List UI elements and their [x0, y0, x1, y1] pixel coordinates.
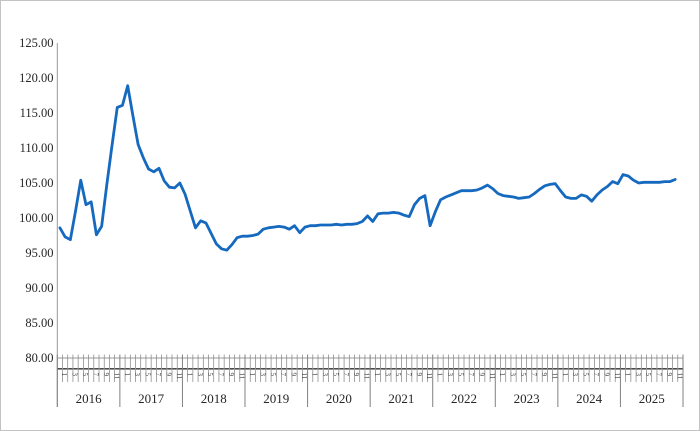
- month-tick-label: 3: [446, 373, 454, 377]
- month-tick-label: 7: [592, 373, 600, 377]
- month-tick-label: 1: [436, 373, 444, 377]
- year-label: 2024: [576, 391, 603, 406]
- month-tick-label: 1: [373, 373, 381, 377]
- month-tick-label: 3: [196, 373, 204, 377]
- year-label: 2021: [388, 391, 414, 406]
- month-tick-label: 9: [290, 373, 298, 377]
- year-labels: 2016 2017 2018 2019 2020 2021 2022 2023 2024 2025: [76, 391, 665, 406]
- data-line-series: [58, 84, 677, 252]
- month-tick-label: 1: [498, 373, 506, 377]
- month-tick-label: 9: [164, 373, 172, 377]
- month-tick-label: 11: [300, 373, 308, 380]
- month-tick-label: 5: [644, 373, 652, 377]
- month-tick-label: 7: [655, 373, 663, 377]
- month-tick-label: 7: [217, 373, 225, 377]
- month-tick-label: 5: [394, 373, 402, 377]
- month-tick-label: 3: [258, 373, 266, 377]
- month-tick-label: 9: [227, 373, 235, 377]
- month-tick-label: 7: [154, 373, 162, 377]
- month-tick-label: 1: [185, 373, 193, 377]
- month-tick-label: 11: [363, 373, 371, 380]
- month-tick-label: 7: [91, 373, 99, 377]
- month-tick-label: 7: [404, 373, 412, 377]
- year-label: 2025: [639, 391, 665, 406]
- month-tick-label: 1: [310, 373, 318, 377]
- month-tick-label: 11: [112, 373, 120, 380]
- month-tick-label: 1: [248, 373, 256, 377]
- y-tick-label: 125.00: [19, 36, 53, 50]
- month-number-labels: 1 3 5 7 9 11 1 3 5 7 9 11 1 3 5 7 9 11 1 3 5 7 9 11 1 3 5 7 9 11 1 3 5 7 9…: [60, 373, 683, 380]
- month-tick-label: 3: [571, 373, 579, 377]
- month-tick-label: 9: [477, 373, 485, 377]
- y-tick-label: 90.00: [25, 281, 53, 295]
- month-tick-label: 5: [269, 373, 277, 377]
- y-axis-labels: 125.00 120.00 115.00 110.00 105.00 100.00 95.0…: [19, 36, 53, 365]
- month-tick-label: 7: [467, 373, 475, 377]
- month-tick-label: 3: [383, 373, 391, 377]
- year-label: 2019: [263, 391, 289, 406]
- y-tick-label: 100.00: [19, 211, 53, 225]
- month-tick-label: 5: [519, 373, 527, 377]
- y-tick-label: 110.00: [20, 141, 54, 155]
- month-tick-label: 1: [60, 373, 68, 377]
- month-tick-label: 5: [81, 373, 89, 377]
- month-tick-label: 7: [342, 373, 350, 377]
- month-tick-comb: [56, 354, 684, 407]
- month-tick-label: 3: [71, 373, 79, 377]
- month-tick-label: 3: [321, 373, 329, 377]
- month-tick-label: 11: [175, 373, 183, 380]
- month-tick-label: 11: [675, 373, 683, 380]
- month-tick-label: 5: [456, 373, 464, 377]
- month-tick-label: 9: [665, 373, 673, 377]
- year-label: 2022: [451, 391, 477, 406]
- month-tick-label: 3: [509, 373, 517, 377]
- month-tick-label: 9: [602, 373, 610, 377]
- year-label: 2020: [326, 391, 352, 406]
- month-tick-label: 11: [488, 373, 496, 380]
- month-tick-label: 9: [102, 373, 110, 377]
- month-tick-label: 9: [352, 373, 360, 377]
- month-tick-label: 11: [550, 373, 558, 380]
- month-tick-label: 7: [529, 373, 537, 377]
- month-tick-label: 5: [582, 373, 590, 377]
- year-label: 2018: [201, 391, 227, 406]
- month-tick-label: 3: [133, 373, 141, 377]
- month-tick-label: 9: [415, 373, 423, 377]
- y-tick-label: 120.00: [19, 71, 53, 85]
- month-tick-label: 1: [623, 373, 631, 377]
- axes: [56, 43, 683, 407]
- month-tick-label: 7: [279, 373, 287, 377]
- y-tick-label: 95.00: [25, 246, 53, 260]
- month-tick-label: 1: [123, 373, 131, 377]
- month-tick-label: 3: [634, 373, 642, 377]
- month-tick-label: 5: [206, 373, 214, 377]
- y-tick-label: 105.00: [19, 176, 53, 190]
- year-label: 2023: [514, 391, 540, 406]
- month-tick-label: 5: [144, 373, 152, 377]
- month-tick-label: 11: [613, 373, 621, 380]
- month-tick-label: 11: [425, 373, 433, 380]
- month-tick-label: 11: [237, 373, 245, 380]
- y-tick-label: 80.00: [25, 351, 53, 365]
- y-tick-label: 115.00: [20, 106, 54, 120]
- year-label: 2016: [76, 391, 103, 406]
- month-tick-label: 5: [331, 373, 339, 377]
- y-tick-label: 85.00: [25, 316, 53, 330]
- month-tick-label: 1: [561, 373, 569, 377]
- year-label: 2017: [138, 391, 165, 406]
- month-tick-label: 9: [540, 373, 548, 377]
